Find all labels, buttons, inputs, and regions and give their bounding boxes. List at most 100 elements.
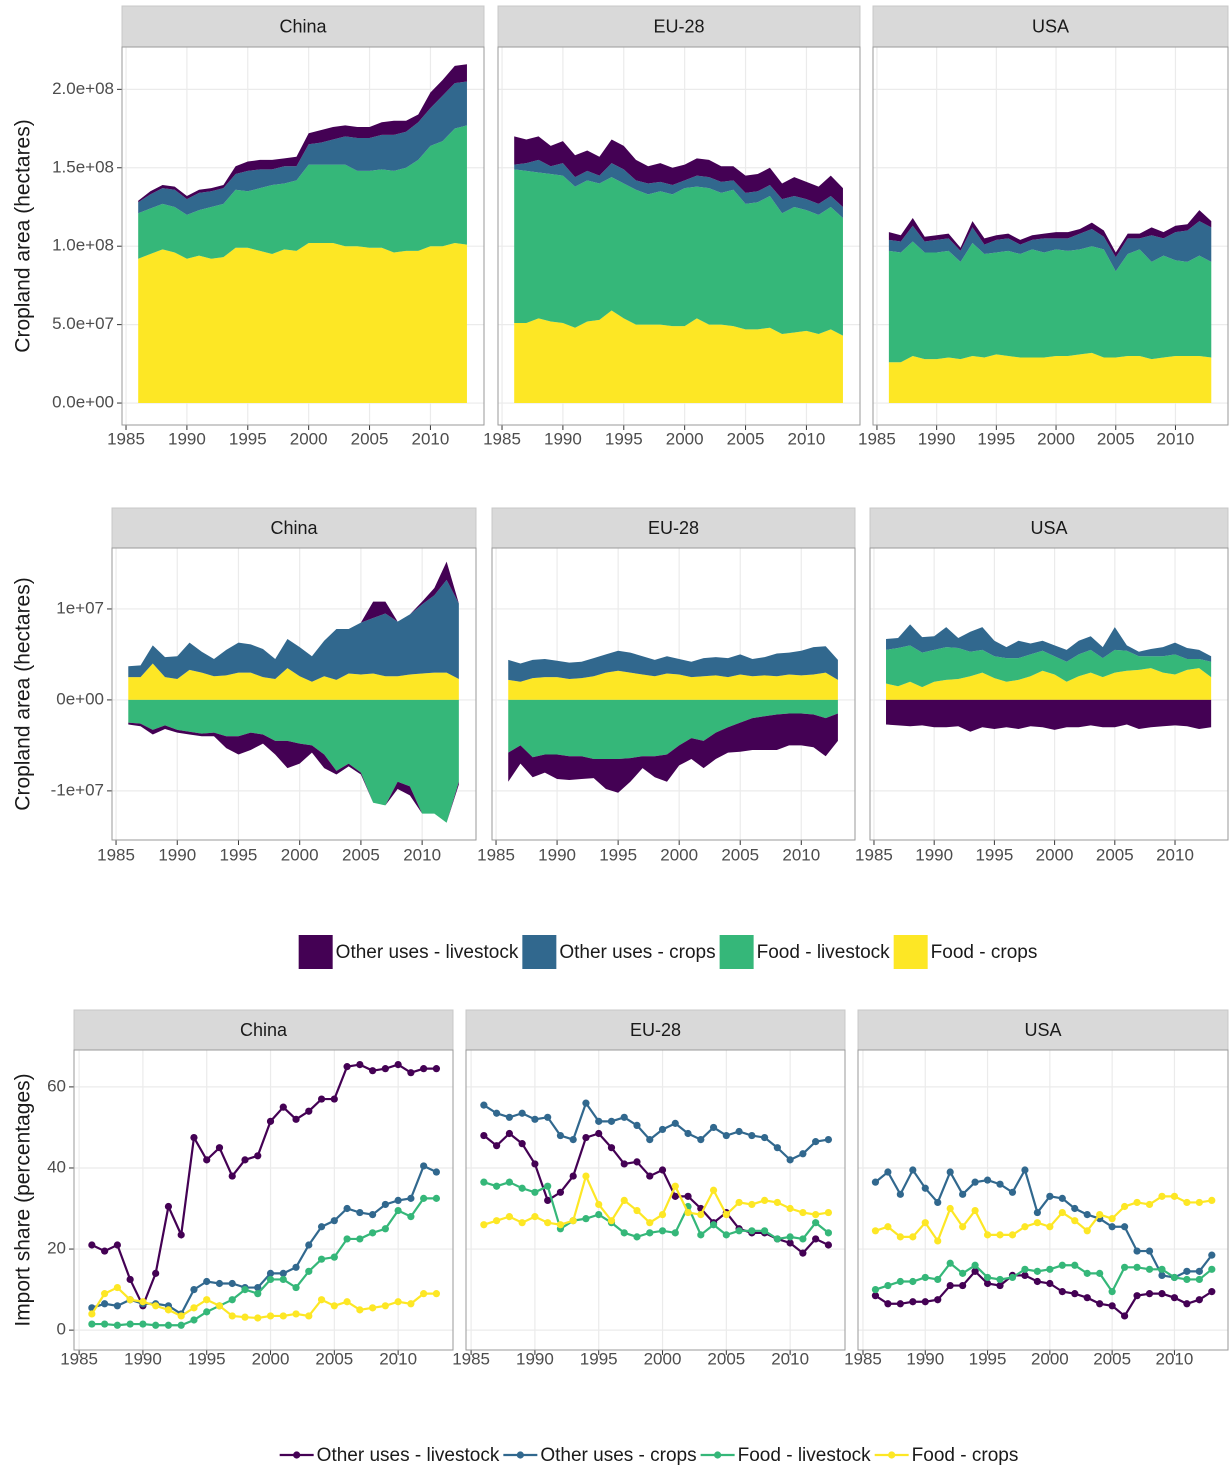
point (595, 1117, 603, 1125)
point (1133, 1198, 1141, 1207)
point (946, 1168, 954, 1176)
x-tick-label: 1995 (969, 1349, 1007, 1368)
area (886, 668, 1212, 700)
point (1183, 1300, 1191, 1308)
panel-border (869, 547, 1229, 841)
point (1033, 1219, 1041, 1227)
point (971, 1261, 979, 1269)
point (305, 1312, 313, 1320)
point (884, 1300, 892, 1308)
point (934, 1237, 942, 1245)
point (279, 1275, 287, 1284)
point (896, 1277, 904, 1286)
point (799, 1235, 807, 1243)
point (1046, 1279, 1054, 1288)
point (1145, 1247, 1154, 1255)
point (505, 1178, 513, 1186)
area (138, 125, 467, 259)
point (709, 1221, 718, 1229)
point (518, 1219, 526, 1227)
point (684, 1129, 692, 1138)
point (884, 1168, 892, 1176)
x-tick-label: 1995 (188, 1349, 226, 1368)
point (531, 1188, 539, 1196)
x-tick-label: 2000 (281, 845, 319, 864)
point (722, 1131, 730, 1140)
area (138, 243, 467, 404)
point (1108, 1215, 1116, 1223)
point (1208, 1265, 1216, 1273)
point (709, 1123, 718, 1132)
point (126, 1275, 134, 1284)
y-tick-label: 5.0e+07 (52, 314, 114, 333)
x-tick-label: 1995 (229, 429, 267, 448)
point (407, 1069, 415, 1077)
point (203, 1296, 211, 1304)
point (1120, 1202, 1129, 1211)
point (381, 1200, 389, 1209)
point (420, 1065, 428, 1073)
point (407, 1300, 415, 1308)
point (1008, 1231, 1017, 1239)
point (1071, 1204, 1079, 1213)
point (203, 1277, 211, 1286)
legend: Other uses - livestock Other uses - crops… (279, 1445, 1018, 1466)
point (544, 1182, 552, 1190)
point (1145, 1200, 1154, 1209)
strip (497, 5, 861, 48)
point (799, 1208, 807, 1217)
point (1058, 1261, 1066, 1269)
point (646, 1172, 654, 1180)
x-tick-label: 1985 (483, 429, 521, 448)
point (946, 1259, 954, 1267)
point (812, 1219, 820, 1227)
legend-label: Other uses - crops (540, 1445, 696, 1466)
point (569, 1135, 577, 1144)
point (1083, 1210, 1091, 1219)
point (709, 1186, 718, 1194)
y-tick-label: 1e+07 (56, 598, 104, 617)
x-tick-label: 2000 (252, 1349, 290, 1368)
strip-label: USA (1024, 1020, 1061, 1040)
point (620, 1160, 628, 1168)
strip-label: USA (1030, 518, 1067, 538)
area (886, 699, 1212, 732)
area (888, 221, 1212, 272)
point (241, 1313, 249, 1321)
x-tick-label: 1990 (124, 1349, 162, 1368)
point (909, 1233, 917, 1241)
point (959, 1281, 967, 1290)
point (544, 1196, 552, 1205)
area (514, 310, 843, 404)
point (356, 1060, 364, 1069)
y-axis-label: Cropland area (hectares) (12, 577, 35, 810)
point (1008, 1273, 1017, 1282)
point (381, 1065, 389, 1073)
area (508, 699, 838, 760)
point (786, 1233, 794, 1241)
point (620, 1229, 628, 1237)
line (91, 1063, 437, 1309)
point (871, 1285, 880, 1294)
legend-label: Other uses - livestock (317, 1445, 500, 1466)
point (812, 1235, 820, 1243)
point (139, 1298, 147, 1306)
point (330, 1217, 338, 1225)
point (126, 1296, 134, 1304)
point (946, 1204, 954, 1213)
area (886, 624, 1212, 662)
legend-key (522, 935, 557, 969)
point (633, 1233, 641, 1241)
x-tick-label: 2000 (1031, 1349, 1069, 1368)
strip-label: China (270, 518, 318, 538)
point (735, 1227, 743, 1235)
point (480, 1178, 488, 1186)
point (1158, 1290, 1166, 1298)
x-tick-label: 1985 (477, 845, 515, 864)
point (773, 1198, 781, 1207)
strip (869, 507, 1229, 549)
point (343, 1063, 351, 1071)
area (888, 352, 1212, 404)
strip (121, 5, 485, 48)
point (761, 1227, 769, 1235)
